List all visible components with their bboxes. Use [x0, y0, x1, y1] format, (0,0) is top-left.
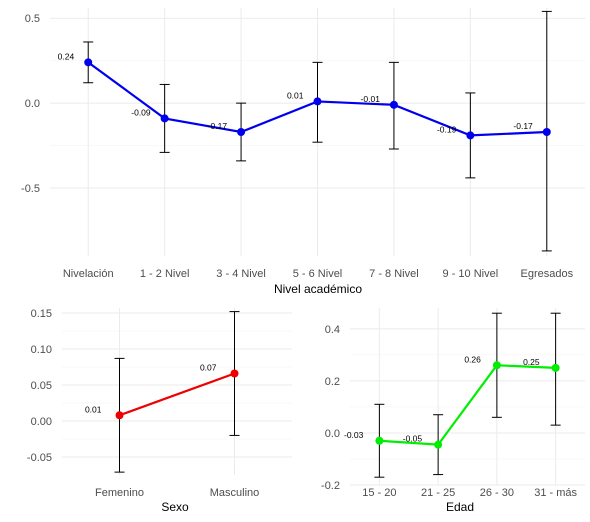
panel-sexo-y-tick-label: 0.00: [31, 416, 52, 428]
panel-top-y-tick-label: 0.5: [25, 13, 40, 25]
panel-top-value-label: -0.17: [513, 121, 533, 131]
panel-edad-x-tick-label: 15 - 20: [362, 487, 396, 499]
panel-sexo-value-label: 0.07: [200, 363, 217, 373]
panel-top-x-tick-label: 1 - 2 Nivel: [140, 268, 190, 280]
panel-edad-data-point: [551, 363, 560, 372]
panel-top-data-point: [542, 128, 551, 136]
panel-top-data-point: [466, 131, 475, 140]
panel-sexo-data-point: [115, 411, 124, 420]
panel-sexo-data-point: [230, 369, 239, 378]
panel-top-x-tick-label: Egresados: [520, 268, 573, 280]
panel-edad-x-tick-label: 31 - más: [534, 487, 577, 499]
panel-sexo-y-tick-label: 0.10: [31, 344, 52, 356]
panel-top-y-tick-label: 0.0: [25, 98, 40, 110]
panel-edad-data-point: [375, 436, 384, 445]
panel-edad-data-point: [434, 440, 443, 449]
panel-sexo-y-tick-label: 0.15: [31, 308, 52, 320]
panel-edad-value-label: 0.26: [464, 354, 481, 364]
panel-edad-y-tick-label: 0.4: [325, 324, 340, 336]
panel-edad-y-tick-label: 0.2: [325, 376, 340, 388]
panel-sexo-value-label: 0.01: [85, 404, 102, 414]
panel-edad: -0.2 0.0 0.2 0.4 15 - 20 21 - 25 26 - 30 31 - m…: [321, 308, 585, 514]
panel-top-value-label: -0.01: [361, 94, 381, 104]
panel-edad-value-label: -0.05: [403, 434, 423, 444]
panel-top-data-point: [313, 97, 322, 106]
panel-top-x-tick-label: Nivelación: [63, 268, 114, 280]
panel-top-value-label: 0.24: [58, 51, 75, 61]
panel-nivel-academico: -0.5 0.0 0.5 Nivelación 1 - 2 Nivel 3 - 4 Niv…: [21, 8, 585, 296]
panel-top-data-point: [237, 128, 246, 136]
panel-top-value-label: -0.19: [437, 124, 457, 134]
panel-top-value-label: -0.09: [131, 107, 151, 117]
panel-edad-x-tick-label: 26 - 30: [480, 487, 514, 499]
panel-top-value-label: -0.17: [208, 121, 228, 131]
panel-edad-value-label: 0.25: [523, 357, 540, 367]
panel-sexo: -0.05 0.00 0.05 0.10 0.15 Femenino Masculino Se…: [27, 308, 292, 514]
panel-top-data-point: [389, 100, 398, 109]
panel-sexo-y-tick-label: -0.05: [27, 452, 52, 464]
panel-edad-y-tick-label: -0.2: [321, 480, 340, 492]
panel-edad-x-tick-label: 21 - 25: [421, 487, 455, 499]
panel-top-value-label: 0.01: [287, 90, 304, 100]
panel-top-y-tick-label: -0.5: [21, 183, 40, 195]
panel-top-x-tick-label: 7 - 8 Nivel: [369, 268, 419, 280]
panel-sexo-x-tick-label: Masculino: [210, 487, 260, 499]
panel-sexo-series-line: [119, 372, 235, 417]
panel-edad-series-line: [379, 364, 556, 446]
panel-top-x-tick-label: 5 - 6 Nivel: [293, 268, 343, 280]
panel-sexo-y-tick-label: 0.05: [31, 380, 52, 392]
panel-sexo-x-axis-title: Sexo: [161, 500, 189, 514]
panel-sexo-x-tick-label: Femenino: [95, 487, 144, 499]
panel-top-x-tick-label: 3 - 4 Nivel: [216, 268, 266, 280]
panel-top-data-point: [160, 114, 169, 123]
panel-top-x-axis-title: Nivel académico: [274, 282, 362, 296]
panel-edad-x-axis-title: Edad: [446, 500, 474, 514]
panel-edad-data-point: [492, 361, 501, 370]
panel-edad-y-tick-label: 0.0: [325, 428, 340, 440]
panel-top-data-point: [84, 58, 93, 67]
panel-top-x-tick-label: 9 - 10 Nivel: [443, 268, 499, 280]
panel-edad-value-label: -0.03: [344, 430, 364, 440]
